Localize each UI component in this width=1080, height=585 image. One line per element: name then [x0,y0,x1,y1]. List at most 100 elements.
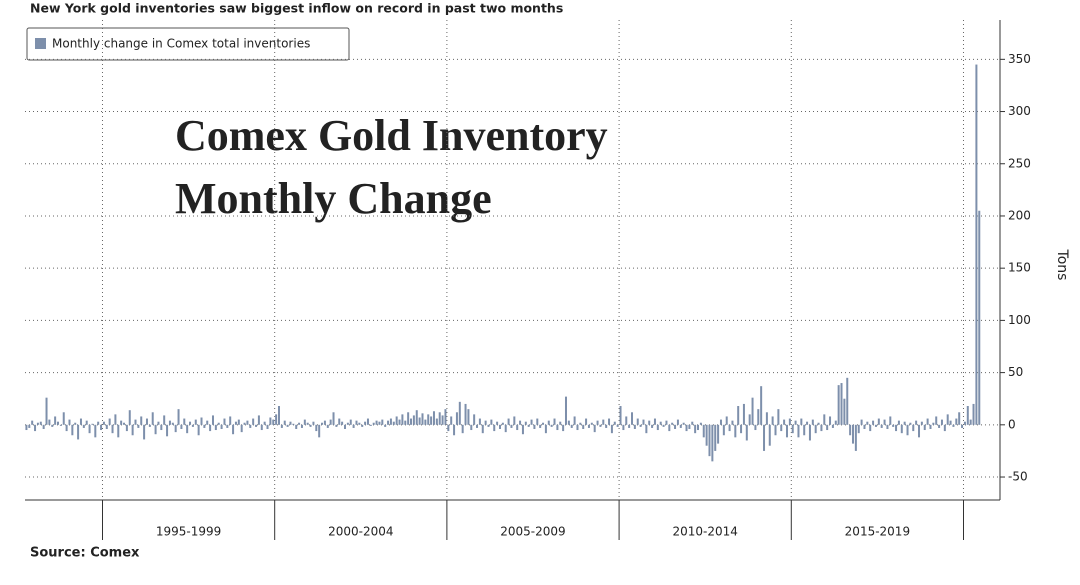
bar [648,420,651,425]
bar [843,398,846,425]
bar [410,418,413,425]
bar [375,420,378,425]
bar [874,424,877,427]
bar [754,424,757,431]
y-tick-label: 0 [1008,417,1016,431]
y-tick-label: 50 [1008,365,1023,379]
bar [590,422,593,425]
bar [292,423,295,425]
bar [596,420,599,425]
bar [71,424,74,436]
bar [427,414,430,425]
bar [579,422,582,425]
bar [438,412,441,425]
bar [691,421,694,425]
bar [335,424,338,427]
bar [860,419,863,425]
bar [949,420,952,425]
bar [151,412,154,425]
bar [329,419,332,425]
bar [82,424,85,428]
bar [751,397,754,425]
bar [432,411,435,425]
bar [616,424,619,427]
bar [656,424,659,431]
bar [785,424,788,438]
bar [415,410,418,425]
bar [645,424,648,434]
bar [263,421,266,425]
bar [943,424,946,432]
y-axis-label: Tons [1054,249,1070,281]
bar [498,424,501,429]
bar [938,424,941,428]
bar [872,420,875,425]
bar [54,416,57,425]
bar [145,418,148,425]
bar [906,424,909,436]
bar [679,424,682,428]
bar [542,422,545,425]
bar [722,424,725,436]
bar [940,419,943,425]
bar [453,424,456,436]
bar [183,418,186,425]
bar [582,424,585,429]
bar [160,424,163,431]
bar [209,424,212,432]
bar [137,424,140,428]
bar [814,424,817,434]
bar [275,414,278,425]
bar [961,424,964,428]
bar [478,418,481,425]
bar [972,403,975,425]
bar [653,418,656,425]
bar [602,419,605,425]
bar [441,415,444,425]
bar [68,419,71,425]
y-tick-label: -50 [1008,470,1028,484]
bar [966,406,969,425]
bar [857,424,860,434]
bar [321,422,324,425]
bar [25,424,28,431]
bar [51,424,54,427]
bar [186,424,189,434]
bar [148,424,151,427]
bar [105,424,108,429]
x-tick-label: 2015-2019 [845,525,910,539]
bar [731,420,734,425]
bar [631,412,634,425]
bar [605,424,608,428]
bar [771,416,774,425]
bar [817,422,820,425]
bar [326,424,329,428]
bar [88,424,91,434]
bar [361,424,364,427]
bar [125,424,128,432]
bar [45,397,48,425]
bar [521,424,524,435]
y-tick-label: 350 [1008,52,1031,66]
bar [768,424,771,446]
bar [303,419,306,425]
bar [952,424,955,427]
bar [450,416,453,425]
bar [639,424,642,427]
bar [31,420,34,425]
bar [85,420,88,425]
bar [504,424,507,433]
bar [820,424,823,432]
bar [455,412,458,425]
bar [685,424,688,432]
bar [837,385,840,425]
bar [490,419,493,425]
bar [424,419,427,425]
bar [174,424,177,433]
bar [384,424,387,427]
bar [412,415,415,425]
bar [929,424,932,429]
bar [587,424,590,428]
bar [671,422,674,425]
bar [556,424,559,431]
